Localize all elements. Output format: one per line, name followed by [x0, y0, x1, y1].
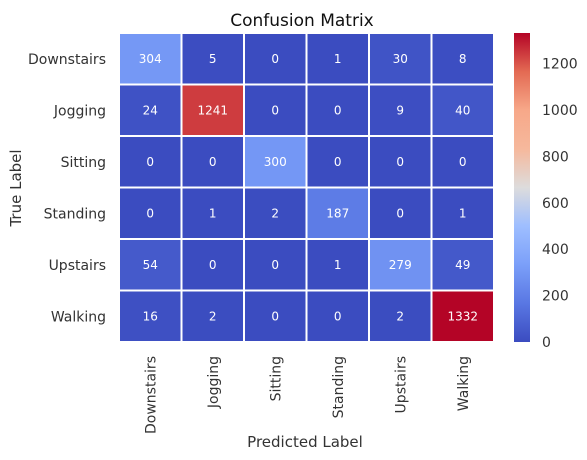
heatmap-cell	[430, 83, 495, 137]
cell-value-label: 1	[334, 52, 342, 66]
colorbar-tick-label: 400	[542, 242, 569, 258]
cell-value-label: 1332	[447, 309, 478, 323]
cell-value-label: 5	[209, 52, 217, 66]
heatmap-cells	[118, 32, 495, 343]
cell-value-label: 0	[334, 309, 342, 323]
heatmap-cell	[368, 238, 433, 292]
y-tick-label: Standing	[44, 206, 106, 222]
heatmap-cell	[430, 135, 495, 189]
cell-value-label: 0	[146, 155, 154, 169]
cell-value-label: 2	[209, 309, 217, 323]
heatmap-cell	[305, 135, 370, 189]
x-tick-label: Jogging	[206, 356, 222, 409]
y-tick-labels: Downstairs Jogging Sitting Standing Upstairs…	[28, 52, 106, 326]
x-axis-label: Predicted Label	[247, 433, 363, 451]
heatmap-cell	[430, 32, 495, 86]
heatmap-cell	[118, 32, 183, 86]
cell-value-label: 0	[271, 52, 279, 66]
y-axis-label: True Label	[7, 149, 25, 227]
cell-value-label: 40	[455, 103, 470, 117]
chart-title: Confusion Matrix	[230, 11, 374, 31]
cell-value-label: 300	[264, 155, 287, 169]
heatmap-cell	[305, 186, 370, 240]
y-tick-label: Sitting	[61, 155, 106, 171]
cell-value-label: 2	[396, 309, 404, 323]
colorbar	[514, 33, 530, 342]
cell-value-label: 1	[334, 258, 342, 272]
cell-value-label: 0	[271, 258, 279, 272]
cell-value-label: 1	[459, 206, 467, 220]
cell-value-label: 1	[209, 206, 217, 220]
cell-value-label: 0	[334, 103, 342, 117]
heatmap-cell	[180, 186, 245, 240]
heatmap-cell	[430, 238, 495, 292]
cell-value-label: 24	[143, 103, 158, 117]
cell-annotations: 304 5 0 1 30 8 24 1241 0 0 9 40 0 0 300 0 0 0 0 1 2 187 0 1 54 0 0…	[139, 52, 478, 324]
colorbar-tick-label: 200	[542, 289, 569, 305]
colorbar-ticks: 0 200 400 600 800 1000 1200	[542, 57, 578, 351]
cell-value-label: 187	[326, 206, 349, 220]
heatmap-cell	[243, 186, 308, 240]
cell-value-label: 16	[143, 309, 158, 323]
heatmap-cell	[368, 289, 433, 343]
heatmap-cell	[118, 186, 183, 240]
cell-value-label: 0	[146, 206, 154, 220]
cell-value-label: 0	[209, 258, 217, 272]
y-tick-label: Upstairs	[49, 258, 106, 274]
heatmap-cell	[180, 135, 245, 189]
cell-value-label: 0	[459, 155, 467, 169]
cell-value-label: 304	[139, 52, 162, 66]
heatmap-cell	[368, 186, 433, 240]
y-tick-label: Downstairs	[28, 52, 106, 68]
cell-value-label: 9	[396, 103, 404, 117]
heatmap-cell	[430, 289, 495, 343]
cell-value-label: 2	[271, 206, 279, 220]
cell-value-label: 0	[209, 155, 217, 169]
heatmap-cell	[118, 289, 183, 343]
cell-value-label: 0	[396, 155, 404, 169]
cell-value-label: 8	[459, 52, 467, 66]
cell-value-label: 0	[396, 206, 404, 220]
y-tick-label: Walking	[51, 309, 106, 325]
x-tick-label: Standing	[331, 356, 347, 418]
colorbar-tick-label: 1200	[542, 57, 578, 73]
cell-value-label: 0	[271, 309, 279, 323]
x-tick-label: Sitting	[268, 356, 284, 401]
cell-value-label: 49	[455, 258, 470, 272]
x-tick-labels: Downstairs Jogging Sitting Standing Upstairs…	[143, 356, 472, 434]
x-tick-label: Upstairs	[393, 356, 409, 413]
colorbar-tick-label: 800	[542, 149, 569, 165]
colorbar-tick-label: 0	[542, 335, 551, 351]
heatmap-cell	[243, 238, 308, 292]
colorbar-tick-label: 1000	[542, 103, 578, 119]
heatmap-cell	[368, 135, 433, 189]
cell-value-label: 1241	[197, 103, 228, 117]
heatmap-cell	[305, 289, 370, 343]
cell-value-label: 0	[334, 155, 342, 169]
cell-value-label: 54	[143, 258, 158, 272]
cell-value-label: 0	[271, 103, 279, 117]
x-tick-label: Downstairs	[143, 356, 159, 434]
cell-value-label: 279	[389, 258, 412, 272]
cell-value-label: 30	[393, 52, 408, 66]
colorbar-tick-label: 600	[542, 196, 569, 212]
x-tick-label: Walking	[456, 356, 472, 411]
heatmap-cell	[430, 186, 495, 240]
heatmap-cell	[305, 83, 370, 137]
heatmap-cell	[180, 83, 245, 137]
y-tick-label: Jogging	[53, 103, 106, 119]
